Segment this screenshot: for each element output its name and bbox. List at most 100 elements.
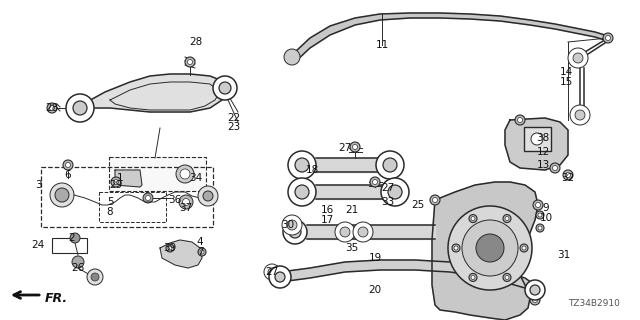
Text: 38: 38: [536, 133, 550, 143]
Text: 7: 7: [196, 247, 204, 257]
Text: 25: 25: [412, 200, 424, 210]
Circle shape: [188, 60, 193, 65]
Circle shape: [66, 94, 94, 122]
Circle shape: [476, 234, 504, 262]
Circle shape: [530, 295, 540, 305]
Text: FR.: FR.: [45, 292, 68, 305]
Circle shape: [376, 151, 404, 179]
Circle shape: [469, 214, 477, 222]
Circle shape: [283, 220, 307, 244]
Circle shape: [503, 274, 511, 282]
Circle shape: [536, 211, 544, 219]
Circle shape: [350, 142, 360, 152]
Text: 5: 5: [107, 197, 113, 207]
Circle shape: [268, 268, 276, 276]
Circle shape: [471, 276, 475, 279]
Circle shape: [471, 217, 475, 220]
Text: 1: 1: [116, 173, 124, 183]
Circle shape: [111, 177, 121, 187]
Text: 6: 6: [65, 170, 71, 180]
Circle shape: [176, 165, 194, 183]
Text: 23: 23: [227, 122, 241, 132]
Text: 37: 37: [179, 203, 193, 213]
Circle shape: [552, 165, 557, 171]
Text: 9: 9: [543, 203, 549, 213]
Polygon shape: [505, 118, 568, 170]
Text: 28: 28: [189, 37, 203, 47]
Circle shape: [505, 276, 509, 279]
Circle shape: [282, 215, 302, 235]
Circle shape: [383, 158, 397, 172]
Circle shape: [168, 246, 172, 250]
Circle shape: [198, 186, 218, 206]
Polygon shape: [307, 225, 435, 239]
Circle shape: [63, 160, 73, 170]
Text: 36: 36: [168, 195, 182, 205]
Polygon shape: [115, 170, 142, 187]
Polygon shape: [316, 158, 390, 172]
Text: 2: 2: [68, 233, 76, 243]
Circle shape: [462, 220, 518, 276]
Text: 19: 19: [369, 253, 381, 263]
Circle shape: [284, 49, 300, 65]
Text: 35: 35: [346, 243, 358, 253]
Polygon shape: [160, 240, 202, 268]
Text: 4: 4: [196, 237, 204, 247]
Circle shape: [47, 103, 57, 113]
Circle shape: [605, 36, 611, 41]
Polygon shape: [75, 74, 228, 112]
Circle shape: [295, 158, 309, 172]
Circle shape: [536, 203, 541, 207]
Circle shape: [531, 133, 543, 145]
Text: 18: 18: [305, 165, 319, 175]
Circle shape: [388, 185, 402, 199]
Polygon shape: [280, 260, 535, 295]
Circle shape: [166, 244, 174, 252]
Text: 12: 12: [536, 147, 550, 157]
Circle shape: [179, 195, 193, 209]
Text: 20: 20: [369, 285, 381, 295]
Circle shape: [185, 57, 195, 67]
Circle shape: [550, 163, 560, 173]
Circle shape: [530, 285, 540, 295]
Circle shape: [70, 233, 80, 243]
Circle shape: [288, 178, 316, 206]
Circle shape: [448, 206, 532, 290]
Circle shape: [603, 33, 613, 43]
Circle shape: [536, 224, 544, 232]
Circle shape: [520, 244, 528, 252]
Circle shape: [522, 246, 526, 250]
Circle shape: [358, 227, 368, 237]
Circle shape: [353, 222, 373, 242]
Text: 39: 39: [163, 243, 177, 253]
Circle shape: [533, 200, 543, 210]
Text: 8: 8: [107, 207, 113, 217]
Circle shape: [72, 256, 84, 268]
Circle shape: [143, 193, 153, 203]
Text: 28: 28: [45, 103, 59, 113]
Circle shape: [73, 101, 87, 115]
Circle shape: [288, 151, 316, 179]
Text: 32: 32: [561, 173, 575, 183]
Text: 31: 31: [557, 250, 571, 260]
Circle shape: [469, 274, 477, 282]
Circle shape: [518, 117, 522, 123]
Circle shape: [295, 185, 309, 199]
Circle shape: [538, 213, 542, 217]
Circle shape: [353, 145, 358, 149]
Circle shape: [289, 226, 301, 238]
Circle shape: [180, 169, 190, 179]
Text: 30: 30: [282, 220, 294, 230]
Text: 34: 34: [189, 173, 203, 183]
Text: 16: 16: [321, 205, 333, 215]
Circle shape: [213, 76, 237, 100]
Circle shape: [515, 115, 525, 125]
Circle shape: [113, 180, 118, 185]
Circle shape: [503, 214, 511, 222]
Circle shape: [372, 180, 378, 185]
Text: 15: 15: [559, 77, 573, 87]
Circle shape: [381, 178, 409, 206]
Circle shape: [532, 298, 538, 302]
Circle shape: [433, 197, 438, 203]
Text: 29: 29: [109, 180, 123, 190]
